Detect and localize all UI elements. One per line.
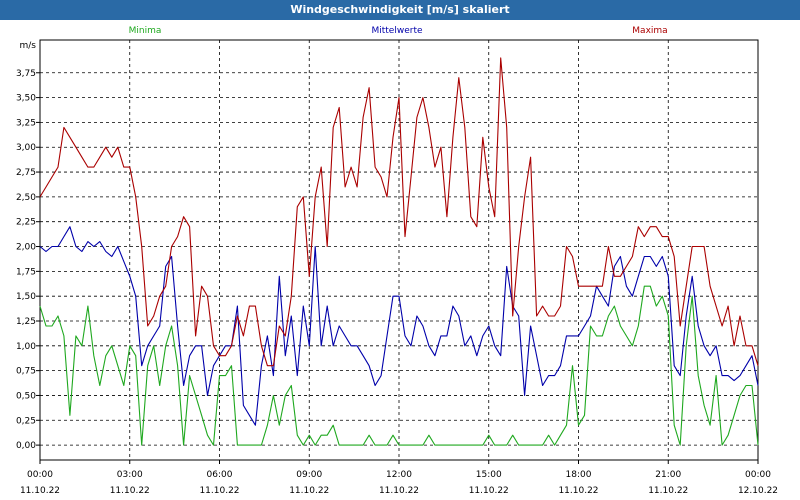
series-lines	[39, 57, 759, 446]
x-tick-time: 12:00	[386, 470, 412, 480]
window-title: Windgeschwindigkeit [m/s] skaliert	[0, 0, 800, 20]
x-tick-date: 11.10.22	[648, 486, 688, 496]
y-tick-label: 2,25	[16, 218, 36, 228]
x-tick-time: 21:00	[655, 470, 681, 480]
y-tick-label: 2,00	[16, 243, 36, 253]
x-tick-date: 11.10.22	[110, 486, 150, 496]
y-tick-labels: 0,00 0,25 0,50 0,75 1,00 1,25 1,50 1,75 2,00 2,25…	[16, 69, 36, 451]
x-tick-date: 12.10.22	[738, 486, 778, 496]
legend-maxima: Maxima	[632, 26, 667, 36]
y-axis-label: m/s	[20, 41, 37, 51]
x-tick-labels: 00:00 11.10.22 03:00 11.10.22 06:00 11.10.22 0…	[20, 470, 778, 496]
x-tick-time: 15:00	[476, 470, 502, 480]
legend-minima: Minima	[129, 26, 162, 36]
y-tick-label: 3,00	[16, 143, 36, 153]
y-tick-label: 3,25	[16, 118, 36, 128]
legend: Minima Mittelwerte Maxima	[129, 26, 668, 36]
series-line-mittelwerte	[39, 226, 759, 426]
x-tick-date: 11.10.22	[199, 486, 239, 496]
y-tick-label: 3,50	[16, 94, 36, 104]
y-tick-label: 0,25	[16, 416, 36, 426]
x-tick-time: 09:00	[296, 470, 322, 480]
x-tick-date: 11.10.22	[379, 486, 419, 496]
y-tick-label: 1,00	[16, 342, 36, 352]
y-tick-label: 2,75	[16, 168, 36, 178]
y-tick-label: 0,00	[16, 441, 36, 451]
x-tick-date: 11.10.22	[469, 486, 509, 496]
series-line-maxima	[39, 57, 759, 367]
x-tick-date: 11.10.22	[289, 486, 329, 496]
y-tick-label: 0,75	[16, 367, 36, 377]
y-tick-label: 1,50	[16, 292, 36, 302]
x-tick-time: 00:00	[745, 470, 771, 480]
y-tick-label: 1,25	[16, 317, 36, 327]
axes	[36, 39, 759, 464]
series-line-minima	[39, 285, 759, 446]
x-tick-time: 18:00	[566, 470, 592, 480]
y-tick-label: 1,75	[16, 267, 36, 277]
x-tick-time: 00:00	[27, 470, 53, 480]
legend-mittelwerte: Mittelwerte	[371, 26, 422, 36]
x-tick-time: 03:00	[117, 470, 143, 480]
x-tick-date: 11.10.22	[20, 486, 60, 496]
y-tick-label: 0,50	[16, 391, 36, 401]
x-tick-date: 11.10.22	[558, 486, 598, 496]
x-tick-time: 06:00	[207, 470, 233, 480]
y-tick-label: 2,50	[16, 193, 36, 203]
y-tick-label: 3,75	[16, 69, 36, 79]
grid	[40, 40, 758, 460]
